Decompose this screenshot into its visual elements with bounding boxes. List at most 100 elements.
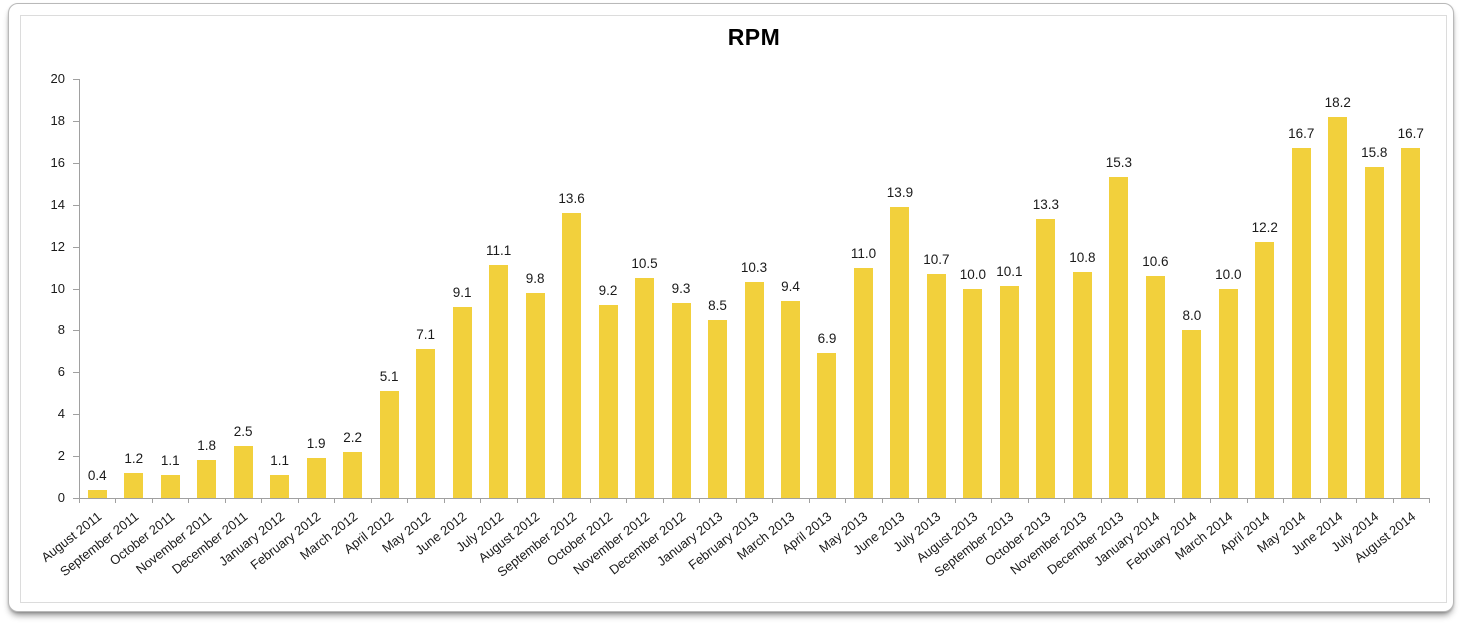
y-axis-tick-label: 16 xyxy=(50,154,65,170)
bar xyxy=(853,267,873,498)
x-axis-tick xyxy=(735,498,737,503)
x-axis-tick xyxy=(407,498,409,503)
bar-value-label: 13.9 xyxy=(886,184,914,200)
bar xyxy=(926,273,946,498)
y-axis-tick xyxy=(73,372,79,374)
x-axis-tick xyxy=(261,498,263,503)
x-axis-tick xyxy=(1429,498,1430,503)
bar-value-label: 16.7 xyxy=(1397,126,1424,142)
bar-value-label: 1.2 xyxy=(124,450,144,466)
bar xyxy=(1364,166,1384,498)
bar-value-label: 16.7 xyxy=(1288,126,1315,142)
bar xyxy=(489,265,509,498)
y-axis-tick-label: 0 xyxy=(57,490,65,505)
bar-value-label: 10.1 xyxy=(996,264,1023,280)
x-axis-tick xyxy=(954,498,956,503)
y-axis-tick-label: 14 xyxy=(50,196,65,212)
bar-value-label: 1.1 xyxy=(270,452,290,468)
x-axis-tick xyxy=(443,498,445,503)
x-axis-tick xyxy=(1100,498,1102,503)
bar xyxy=(1109,177,1129,498)
x-axis-tick xyxy=(553,498,555,503)
y-axis-tick-label: 10 xyxy=(50,280,65,296)
bar-value-label: 6.9 xyxy=(817,331,837,347)
bar xyxy=(598,305,618,498)
x-axis-tick xyxy=(881,498,883,503)
bar-value-label: 18.2 xyxy=(1324,94,1351,110)
bar xyxy=(233,445,253,498)
bar xyxy=(671,303,691,498)
bar-value-label: 5.1 xyxy=(379,369,399,385)
x-axis-tick xyxy=(224,498,226,503)
bar-value-label: 10.8 xyxy=(1069,249,1096,265)
bar xyxy=(1036,219,1056,498)
x-axis-tick xyxy=(772,498,774,503)
y-axis-tick-label: 6 xyxy=(57,364,65,380)
bar xyxy=(562,213,582,498)
bar-value-label: 8.0 xyxy=(1182,308,1202,324)
chart-title: RPM xyxy=(727,24,781,50)
y-axis-tick-label: 12 xyxy=(50,238,65,254)
y-axis-tick-label: 18 xyxy=(50,112,65,128)
bar-value-label: 13.3 xyxy=(1032,197,1060,213)
bar-value-label: 9.1 xyxy=(452,285,472,301)
bar xyxy=(890,206,910,498)
bar xyxy=(963,288,983,498)
bar xyxy=(780,301,800,498)
bar xyxy=(1145,275,1165,498)
y-axis-tick xyxy=(73,456,79,458)
bar xyxy=(999,286,1019,498)
x-axis-tick xyxy=(662,498,664,503)
bar-value-label: 9.3 xyxy=(671,281,691,297)
bar-value-label: 15.8 xyxy=(1361,144,1388,160)
bar-value-label: 9.4 xyxy=(781,279,800,295)
x-axis-line xyxy=(79,498,1429,499)
y-axis-tick xyxy=(73,246,79,248)
chart-frame xyxy=(20,15,1447,603)
bar-value-label: 1.8 xyxy=(197,438,217,454)
x-axis-tick xyxy=(699,498,701,503)
bar xyxy=(1218,288,1238,498)
x-axis-tick xyxy=(589,498,591,503)
bar xyxy=(160,474,180,498)
bar xyxy=(1182,330,1202,498)
bar xyxy=(270,474,290,498)
bar-value-label: 10.0 xyxy=(1215,266,1242,282)
bar xyxy=(744,282,764,498)
bar-value-label: 7.1 xyxy=(416,327,435,343)
x-axis-tick xyxy=(115,498,117,503)
bar-value-label: 15.3 xyxy=(1105,155,1132,171)
x-axis-tick xyxy=(1319,498,1321,503)
y-axis-tick xyxy=(73,414,79,416)
bar-value-label: 10.7 xyxy=(923,251,950,267)
bar xyxy=(379,391,399,498)
x-axis-tick xyxy=(334,498,336,503)
bar-value-label: 11.1 xyxy=(485,243,512,259)
y-axis-tick-label: 8 xyxy=(57,322,65,338)
y-axis-tick-label: 4 xyxy=(57,406,65,422)
x-axis-tick xyxy=(845,498,847,503)
bar xyxy=(525,292,545,498)
bar-value-label: 9.8 xyxy=(525,270,545,286)
bar-value-label: 1.9 xyxy=(306,436,326,452)
x-axis-tick xyxy=(79,498,80,503)
x-axis-tick xyxy=(1392,498,1394,503)
x-axis-tick xyxy=(151,498,153,503)
x-axis-tick xyxy=(808,498,810,503)
bar xyxy=(197,460,217,498)
bar xyxy=(416,349,436,498)
bar xyxy=(124,472,144,498)
bar-value-label: 2.2 xyxy=(343,429,363,445)
x-axis-tick xyxy=(1356,498,1358,503)
x-axis-tick xyxy=(1283,498,1285,503)
y-axis-tick-label: 20 xyxy=(50,71,65,86)
y-axis-tick xyxy=(73,498,79,499)
x-axis-tick xyxy=(480,498,482,503)
bar-value-label: 8.5 xyxy=(708,297,727,313)
bar xyxy=(1291,148,1311,498)
x-axis-tick xyxy=(188,498,190,503)
x-axis-tick xyxy=(1173,498,1175,503)
x-axis-tick xyxy=(626,498,628,503)
bar xyxy=(1072,271,1092,498)
y-axis-tick-label: 2 xyxy=(57,448,65,464)
